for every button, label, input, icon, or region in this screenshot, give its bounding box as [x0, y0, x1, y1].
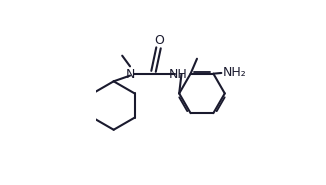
Text: O: O — [155, 34, 165, 47]
Text: NH₂: NH₂ — [222, 66, 246, 80]
Text: N: N — [126, 68, 135, 81]
Text: NH: NH — [169, 68, 187, 81]
